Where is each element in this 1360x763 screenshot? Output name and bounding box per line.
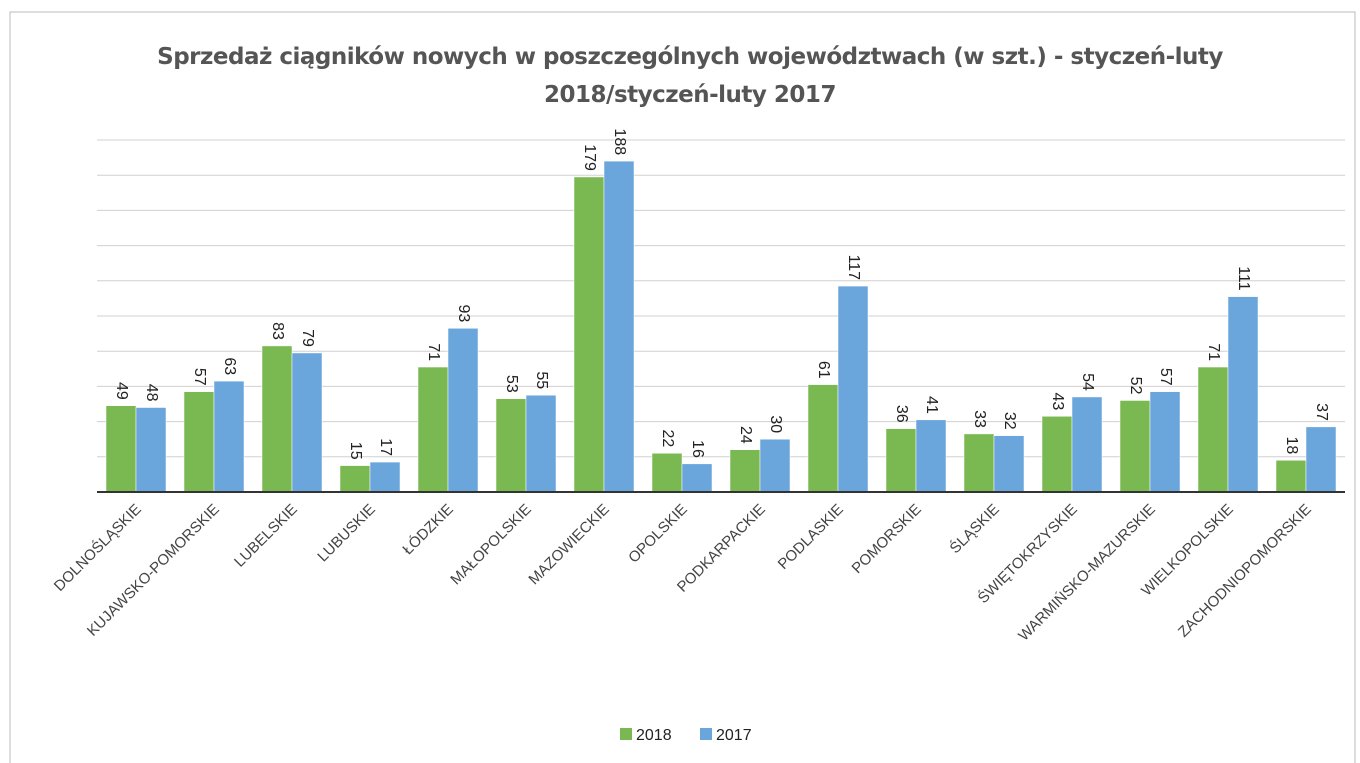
bar bbox=[963, 433, 995, 493]
bar bbox=[495, 398, 527, 493]
data-label: 16 bbox=[689, 440, 706, 458]
x-tick-label: MAŁOPOLSKIE bbox=[447, 501, 534, 588]
bar bbox=[1227, 296, 1259, 493]
bar bbox=[603, 160, 635, 493]
bar bbox=[135, 407, 167, 493]
bar bbox=[105, 405, 137, 493]
bar bbox=[447, 328, 479, 493]
x-tick-label: MAZOWIECKIE bbox=[525, 501, 612, 588]
data-label: 55 bbox=[533, 371, 550, 389]
data-label: 49 bbox=[113, 382, 130, 400]
bar bbox=[1149, 391, 1181, 493]
bar bbox=[291, 352, 323, 493]
bar bbox=[339, 465, 371, 493]
data-label: 30 bbox=[767, 415, 784, 433]
bar bbox=[1197, 366, 1229, 493]
legend-label: 2018 bbox=[636, 727, 672, 744]
data-label: 48 bbox=[143, 384, 160, 402]
legend-swatch bbox=[620, 728, 632, 740]
bar bbox=[915, 419, 947, 493]
data-label: 83 bbox=[269, 322, 286, 340]
data-label: 54 bbox=[1079, 373, 1096, 391]
data-label: 37 bbox=[1313, 403, 1330, 421]
bar bbox=[183, 391, 215, 493]
bar bbox=[1275, 460, 1307, 493]
bar bbox=[1119, 400, 1151, 493]
data-label: 63 bbox=[221, 357, 238, 375]
x-tick-label: OPOLSKIE bbox=[625, 501, 691, 567]
x-tick-label: LUBELSKIE bbox=[231, 501, 301, 571]
data-label: 15 bbox=[347, 442, 364, 460]
bar bbox=[993, 435, 1025, 493]
data-label: 36 bbox=[893, 405, 910, 423]
x-tick-label: PODLASKIE bbox=[775, 501, 847, 573]
x-tick-label: ŚLĄSKIE bbox=[946, 500, 1003, 557]
x-tick-label: KUJAWSKO-POMORSKIE bbox=[84, 501, 223, 640]
data-label: 93 bbox=[455, 305, 472, 323]
data-label: 71 bbox=[1205, 343, 1222, 361]
bar bbox=[807, 384, 839, 493]
data-label: 43 bbox=[1049, 393, 1066, 411]
x-tick-label: ZACHODNIOPOMORSKIE bbox=[1175, 501, 1315, 641]
bar bbox=[525, 394, 557, 493]
data-label: 179 bbox=[581, 144, 598, 171]
data-label: 24 bbox=[737, 426, 754, 444]
data-label: 22 bbox=[659, 429, 676, 447]
bar bbox=[651, 453, 683, 493]
bar bbox=[1305, 426, 1337, 493]
data-label: 57 bbox=[191, 368, 208, 386]
data-label: 188 bbox=[611, 128, 628, 155]
bar bbox=[1041, 416, 1073, 493]
data-label: 41 bbox=[923, 396, 940, 414]
legend-swatch bbox=[700, 728, 712, 740]
bar bbox=[573, 176, 605, 493]
bar bbox=[681, 463, 713, 493]
legend-label: 2017 bbox=[716, 727, 752, 744]
x-tick-label: WARMIŃSKO-MAZURSKIE bbox=[1015, 501, 1159, 645]
data-label: 17 bbox=[377, 438, 394, 456]
bar bbox=[885, 428, 917, 493]
bar bbox=[729, 449, 761, 493]
bar bbox=[417, 366, 449, 493]
data-label: 57 bbox=[1157, 368, 1174, 386]
bar bbox=[1071, 396, 1103, 493]
chart-title: Sprzedaż ciągników nowych w poszczególny… bbox=[157, 44, 1223, 108]
data-label: 53 bbox=[503, 375, 520, 393]
data-label: 61 bbox=[815, 361, 832, 379]
bar bbox=[369, 461, 401, 493]
data-label: 79 bbox=[299, 329, 316, 347]
data-label: 33 bbox=[971, 410, 988, 428]
x-tick-label: ŁÓDZKIE bbox=[399, 501, 456, 558]
bar bbox=[759, 438, 791, 493]
data-label: 32 bbox=[1001, 412, 1018, 430]
bar bbox=[261, 345, 293, 493]
data-label: 111 bbox=[1235, 266, 1252, 290]
chart-border bbox=[9, 11, 1356, 763]
x-tick-label: POMORSKIE bbox=[849, 501, 925, 577]
data-label: 52 bbox=[1127, 377, 1144, 395]
data-label: 18 bbox=[1283, 437, 1300, 455]
bar bbox=[213, 380, 245, 493]
x-tick-label: LUBUSKIE bbox=[314, 501, 378, 565]
data-label: 71 bbox=[425, 343, 442, 361]
bar bbox=[837, 285, 869, 493]
data-label: 117 bbox=[845, 255, 862, 281]
